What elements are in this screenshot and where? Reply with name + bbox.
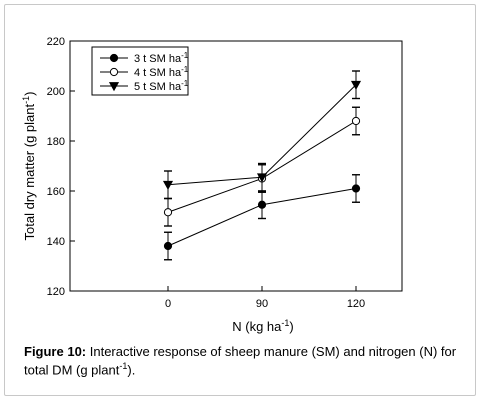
series-2-point-0 (163, 208, 173, 217)
series-3-point-0 (162, 180, 174, 190)
legend-marker (109, 67, 119, 77)
series-1-point-0 (163, 241, 173, 251)
y-tick-label-200: 200 (47, 86, 65, 98)
figure-caption: Figure 10: Interactive response of sheep… (24, 344, 470, 377)
x-tick-label-90: 90 (256, 298, 268, 310)
x-axis-label: N (kg ha-1) (232, 318, 294, 334)
x-tick-label-0: 0 (165, 298, 171, 310)
series-1-point-2 (351, 184, 361, 193)
y-tick-label-220: 220 (47, 36, 65, 48)
x-axis: 0 90 120 (165, 286, 365, 310)
legend-item-3: 5 t SM ha-1 (100, 79, 189, 93)
series-3-point-2 (350, 80, 362, 90)
y-tick-label-120: 120 (47, 286, 65, 298)
legend-label: 5 t SM ha-1 (134, 79, 189, 93)
legend-box (91, 46, 189, 96)
legend-marker (109, 53, 119, 63)
series-layer (162, 70, 362, 261)
legend-label: 3 t SM ha-1 (134, 51, 189, 65)
caption-label: Figure 10: (24, 344, 87, 359)
y-tick-label-140: 140 (47, 236, 65, 248)
y-tick-label-160: 160 (47, 186, 65, 198)
legend: 3 t SM ha-14 t SM ha-15 t SM ha-1 (91, 46, 189, 96)
x-tick-label-120: 120 (347, 298, 365, 310)
caption-text: Interactive response of sheep manure (SM… (24, 344, 457, 378)
y-axis-label: Total dry matter (g plant-1) (21, 92, 37, 241)
series-3-point-1 (256, 173, 268, 183)
figure-frame (4, 4, 476, 396)
legend-item-1: 3 t SM ha-1 (100, 51, 189, 65)
chart: 120 140 160 180 200 220 0 90 120 3 t SM ha-14 t… (21, 36, 403, 334)
series-3 (162, 70, 362, 200)
caption-sup: -1 (119, 361, 128, 371)
y-axis: 120 140 160 180 200 220 (47, 36, 75, 298)
plot-area (69, 40, 403, 292)
caption-end: ). (127, 362, 136, 378)
y-tick-label-180: 180 (47, 136, 65, 148)
legend-marker (108, 82, 120, 92)
series-2-point-2 (351, 116, 361, 126)
legend-item-2: 4 t SM ha-1 (100, 65, 189, 79)
series-1 (163, 174, 361, 261)
series-1-point-1 (257, 200, 267, 209)
legend-label: 4 t SM ha-1 (134, 65, 189, 79)
